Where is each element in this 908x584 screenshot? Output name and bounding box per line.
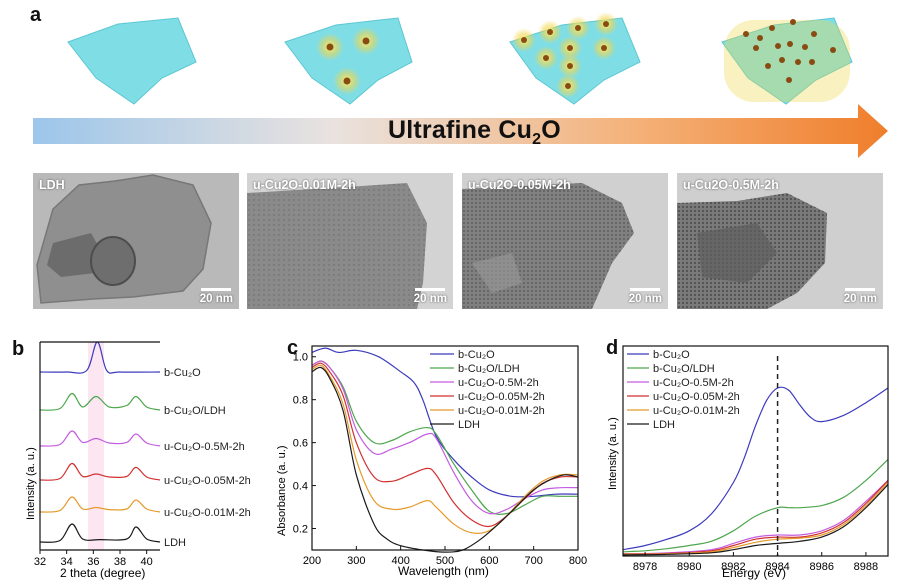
series-line-ldh [39, 523, 161, 543]
legend-label-u-cu2o-0-05m-2h: u-Cu₂O-0.05M-2h [653, 391, 740, 403]
x-tick-label: 32 [34, 556, 46, 568]
x-tick-label: 800 [569, 555, 587, 567]
scale-bar [630, 288, 660, 291]
series-line-u-cu2o-0-01m-2h [39, 496, 161, 513]
x-tick-label: 8986 [810, 561, 834, 573]
x-axis-label: Energy (eV) [722, 566, 786, 580]
x-axis-label: 2 theta (degree) [60, 566, 145, 580]
x-axis-label: Wavelength (nm) [398, 564, 489, 578]
tem-label: u-Cu2O-0.01M-2h [253, 178, 356, 192]
panel-label-d: d [606, 337, 619, 359]
cu2o-particles-medium [512, 12, 618, 98]
x-tick-label: 700 [524, 555, 542, 567]
sheet-low-loading [284, 17, 413, 105]
uvvis-chart: 200 300 400 500 600 700 800 0.2 0.4 0.6 0.8 1.0 b-C… [276, 345, 587, 578]
y-axis-label: Intensity (a. u.) [25, 447, 37, 520]
legend-label-b-cu2o: b-Cu₂O [458, 349, 495, 361]
series-label-ldh: LDH [164, 537, 186, 549]
y-tick-label: 1.0 [293, 352, 308, 364]
x-tick-label: 34 [61, 556, 73, 568]
legend-label-b-cu2o: b-Cu₂O [653, 349, 690, 361]
scale-bar [415, 288, 445, 291]
legend-label-u-cu2o-0-05m-2h: u-Cu₂O-0.05M-2h [458, 391, 545, 403]
x-tick-label: 600 [480, 555, 498, 567]
series-line-b-cu2o-ldh [311, 360, 578, 515]
scale-text: 20 nm [413, 293, 447, 305]
y-axis-label: Intensity (a. u.) [607, 417, 619, 490]
tem-label: u-Cu2O-0.5M-2h [683, 178, 779, 192]
series-line-b-cu2o-ldh [39, 392, 161, 411]
y-tick-label: 0.8 [293, 395, 308, 407]
tem-label: LDH [39, 178, 65, 192]
legend-label-b-cu2o-ldh: b-Cu₂O/LDH [653, 363, 715, 375]
sheet-high-loading [721, 17, 853, 105]
series-line-u-cu2o-0-01m-2h [311, 364, 579, 534]
plot-frame [622, 345, 889, 557]
series-line-ldh [311, 366, 579, 553]
cu2o-particles-low [316, 27, 380, 95]
series-label-u-cu2o-0-05m-2h: u-Cu₂O-0.05M-2h [164, 475, 251, 487]
x-tick-label: 38 [114, 556, 126, 568]
series-line-ldh [622, 484, 889, 556]
x-tick-label: 8984 [765, 561, 789, 573]
x-tick-label: 8978 [633, 561, 657, 573]
scale-bar [845, 288, 875, 291]
panel-label-a: a [30, 4, 42, 26]
series-line-u-cu2o-0-5m-2h [622, 479, 889, 555]
scale-text: 20 nm [628, 293, 662, 305]
xrd-chart: 32 34 36 38 40 b-Cu₂O b-Cu₂O/LDH u-Cu₂O-0.5M-2… [25, 341, 251, 580]
series-line-b-cu2o [622, 386, 889, 551]
x-tick-label: 8988 [854, 561, 878, 573]
legend-label-ldh: LDH [653, 419, 675, 431]
y-tick-label: 0.6 [293, 438, 308, 450]
progress-arrow [33, 104, 888, 158]
series-line-u-cu2o-0-01m-2h [622, 482, 889, 555]
cu2o-particles-high [724, 19, 850, 102]
highlight-band [88, 342, 104, 550]
x-tick-label: 200 [303, 555, 321, 567]
x-tick-label: 40 [141, 556, 153, 568]
legend-label-u-cu2o-0-01m-2h: u-Cu₂O-0.01M-2h [653, 405, 740, 417]
series-label-b-cu2o: b-Cu₂O [164, 367, 201, 379]
nanosheet-schematics [33, 12, 888, 158]
tem-image-ldh: LDH 20 nm [33, 173, 239, 309]
x-tick-label: 300 [347, 555, 365, 567]
ldh-sheet [67, 17, 197, 105]
legend-label-b-cu2o-ldh: b-Cu₂O/LDH [458, 363, 520, 375]
scale-text: 20 nm [843, 293, 877, 305]
scale-bar [201, 288, 231, 291]
y-axis-label: Absorbance (a. u.) [276, 446, 288, 537]
legend-label-u-cu2o-0-5m-2h: u-Cu₂O-0.5M-2h [458, 377, 539, 389]
legend-label-u-cu2o-0-01m-2h: u-Cu₂O-0.01M-2h [458, 405, 545, 417]
series-line-b-cu2o-ldh [622, 458, 889, 553]
series-line-u-cu2o-0-5m-2h [39, 430, 161, 447]
series-label-u-cu2o-0-01m-2h: u-Cu₂O-0.01M-2h [164, 507, 251, 519]
tem-image-0-5m: u-Cu2O-0.5M-2h 20 nm [677, 173, 883, 309]
series-label-b-cu2o-ldh: b-Cu₂O/LDH [164, 405, 226, 417]
panel-label-b: b [12, 338, 25, 360]
x-tick-label: 8982 [721, 561, 745, 573]
tem-image-0-01m: u-Cu2O-0.01M-2h 20 nm [247, 173, 453, 309]
series-label-u-cu2o-0-5m-2h: u-Cu₂O-0.5M-2h [164, 441, 245, 453]
y-tick-label: 0.4 [293, 481, 308, 493]
series-line-b-cu2o [311, 347, 579, 498]
y-tick-label: 0.2 [293, 524, 308, 536]
xanes-chart: 8978 8980 8982 8984 8986 8988 b-Cu₂O b-Cu₂O/LD… [607, 345, 889, 580]
x-tick-label: 400 [391, 555, 409, 567]
series-line-u-cu2o-0-05m-2h [39, 462, 161, 481]
x-tick-label: 8980 [677, 561, 701, 573]
panel-label-c: c [287, 337, 299, 359]
arrow-label: Ultrafine Cu2O [388, 116, 561, 148]
legend-label-u-cu2o-0-5m-2h: u-Cu₂O-0.5M-2h [653, 377, 734, 389]
scale-text: 20 nm [199, 293, 233, 305]
x-tick-label: 500 [436, 555, 454, 567]
x-tick-label: 36 [87, 556, 99, 568]
tem-image-0-05m: u-Cu2O-0.05M-2h 20 nm [462, 173, 668, 309]
legend-label-ldh: LDH [458, 419, 480, 431]
tem-label: u-Cu2O-0.05M-2h [468, 178, 571, 192]
